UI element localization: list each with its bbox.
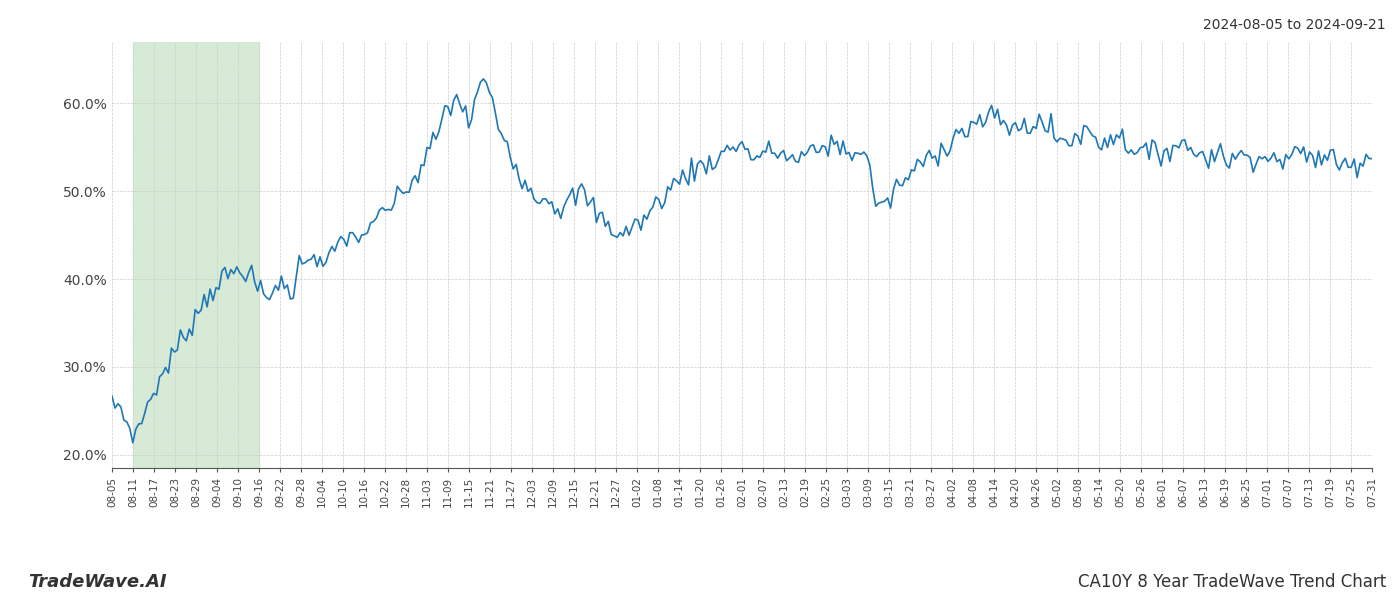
Text: TradeWave.AI: TradeWave.AI: [28, 573, 167, 591]
Text: CA10Y 8 Year TradeWave Trend Chart: CA10Y 8 Year TradeWave Trend Chart: [1078, 573, 1386, 591]
Text: 2024-08-05 to 2024-09-21: 2024-08-05 to 2024-09-21: [1204, 18, 1386, 32]
Bar: [133, 42, 259, 468]
